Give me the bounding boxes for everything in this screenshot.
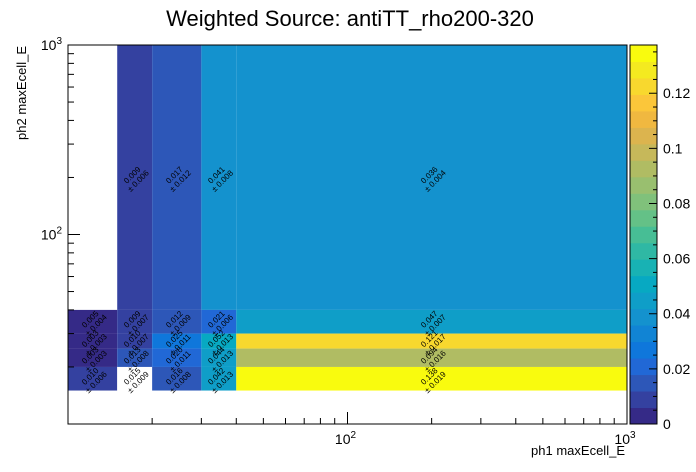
colorbar-segment [630, 77, 657, 95]
colorbar-segment [630, 110, 657, 128]
heatmap-cells [68, 45, 628, 424]
colorbar-segment [630, 358, 657, 376]
heatmap-cell [68, 366, 118, 391]
colorbar-segment [630, 127, 657, 145]
colorbar-segment [630, 143, 657, 161]
heatmap-cell [152, 366, 202, 391]
colorbar-segment [630, 407, 657, 425]
heatmap-cell [236, 366, 628, 391]
colorbar-segment [630, 341, 657, 359]
chart-title: Weighted Source: antiTT_rho200-320 [166, 6, 534, 31]
colorbar-tick-label: 0.02 [663, 361, 690, 377]
x-axis-label: ph1 maxEcell_E [531, 443, 625, 458]
colorbar-segment [630, 193, 657, 211]
colorbar-segment [630, 275, 657, 293]
colorbar-tick-label: 0.08 [663, 195, 690, 211]
y-tick-label: 102 [41, 226, 63, 243]
heatmap-cell [117, 390, 153, 424]
heatmap-cell [117, 333, 153, 349]
colorbar-frame [629, 44, 658, 425]
heatmap-cell [117, 45, 153, 310]
colorbar-segment [630, 391, 657, 409]
colorbar-segment [630, 160, 657, 178]
colorbar-segment [630, 374, 657, 392]
heatmap-cell [117, 366, 153, 391]
heatmap-cell [201, 390, 237, 424]
heatmap-cell [236, 333, 628, 349]
heatmap-cell [236, 309, 628, 334]
heatmap-cell [201, 366, 237, 391]
y-axis-label: ph2 maxEcell_E [14, 46, 29, 140]
heatmap-cell [201, 348, 237, 367]
heatmap-cell [201, 333, 237, 349]
heatmap-cell [117, 348, 153, 367]
heatmap-cell [152, 390, 202, 424]
heatmap-cell [201, 45, 237, 310]
heatmap-cell [152, 333, 202, 349]
colorbar-segment [630, 259, 657, 277]
colorbar-segment [630, 325, 657, 343]
colorbar-segment [630, 45, 657, 62]
heatmap-cell [68, 333, 118, 349]
cell-labels: 0.009± 0.006 0.017± 0.012 0.041± 0.008 0.03… [80, 164, 448, 395]
heatmap-cell [117, 309, 153, 334]
heatmap-cell [152, 309, 202, 334]
colorbar-segment [630, 292, 657, 310]
color-scale-bar: 0 0.02 0.04 0.06 0.08 0.1 0.12 [629, 44, 690, 432]
x-tick-label: 102 [335, 430, 357, 447]
colorbar-tick-label: 0 [663, 416, 671, 432]
heatmap-cell [68, 390, 118, 424]
colorbar-segment [630, 308, 657, 326]
colorbar-segment [630, 226, 657, 244]
heatmap-cell [68, 309, 118, 334]
heatmap-cell [236, 348, 628, 367]
y-tick-label: 103 [41, 36, 63, 53]
colorbar-tick-label: 0.04 [663, 306, 690, 322]
colorbar-tick-label: 0.06 [663, 251, 690, 267]
colorbar-segment [630, 94, 657, 112]
colorbar-segment [630, 61, 657, 79]
colorbar-segment [630, 242, 657, 260]
heatmap-cell [68, 45, 118, 310]
colorbar-tick-label: 0.12 [663, 85, 690, 101]
colorbar-tick-label: 0.1 [663, 140, 683, 156]
colorbar-segment [630, 209, 657, 227]
heatmap-cell [68, 348, 118, 367]
heatmap-cell [236, 45, 628, 310]
heatmap-cell [201, 309, 237, 334]
heatmap-cell [152, 45, 202, 310]
heatmap-cell [152, 348, 202, 367]
colorbar-segment [630, 176, 657, 194]
